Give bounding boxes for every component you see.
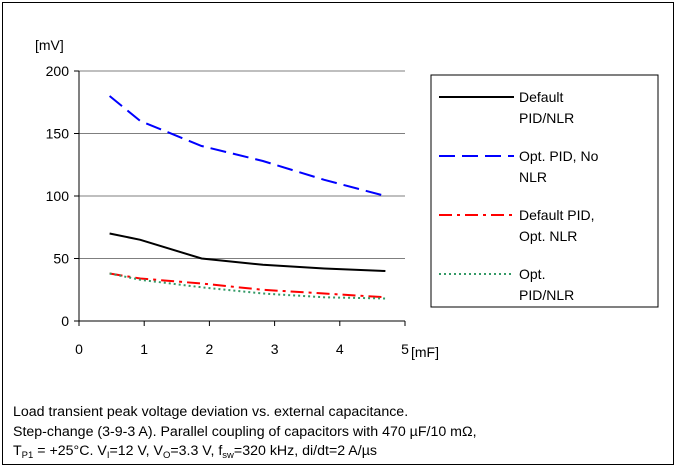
legend-label-2: NLR — [519, 169, 547, 185]
caption-line-3: TP1 = +25°C. VI=12 V, VO=3.3 V, fsw=320 … — [13, 443, 377, 461]
y-axis-label: [mV] — [35, 37, 64, 53]
y-tick-label: 150 — [46, 126, 70, 142]
x-tick-label: 1 — [140, 341, 148, 357]
x-tick-label: 0 — [75, 341, 83, 357]
series-line-1 — [109, 232, 386, 272]
legend-label-1: PID/NLR — [519, 110, 574, 126]
caption-line-1: Load transient peak voltage deviation vs… — [13, 404, 409, 420]
series-line-4 — [109, 272, 386, 300]
figure-caption: Load transient peak voltage deviation vs… — [13, 403, 663, 462]
x-tick-label: 4 — [336, 341, 344, 357]
legend-label-3: Opt. NLR — [519, 228, 577, 244]
legend-label-3: Default PID, — [519, 207, 594, 223]
legend-label-4: Opt. — [519, 266, 545, 282]
caption-line-2: Step-change (3-9-3 A). Parallel coupling… — [13, 423, 477, 440]
x-tick-label: 3 — [271, 341, 279, 357]
chart: 0 50 100 150 200 0 1 2 3 4 5 [mV] [mF] Default PID/NLR… — [35, 37, 659, 360]
legend-box — [430, 74, 659, 308]
y-tick-label: 0 — [61, 313, 69, 329]
y-tick-label: 50 — [53, 251, 69, 267]
legend-label-4: PID/NLR — [519, 287, 574, 303]
x-axis-label: [mF] — [411, 344, 439, 360]
x-tick-label: 2 — [206, 341, 214, 357]
y-tick-label: 200 — [46, 63, 70, 79]
series-line-3 — [109, 272, 386, 299]
legend-label-2: Opt. PID, No — [519, 148, 599, 164]
x-tick-label: 5 — [401, 341, 409, 357]
y-tick-label: 100 — [46, 188, 70, 204]
legend-label-1: Default — [519, 89, 563, 105]
series-line-2 — [108, 95, 386, 197]
